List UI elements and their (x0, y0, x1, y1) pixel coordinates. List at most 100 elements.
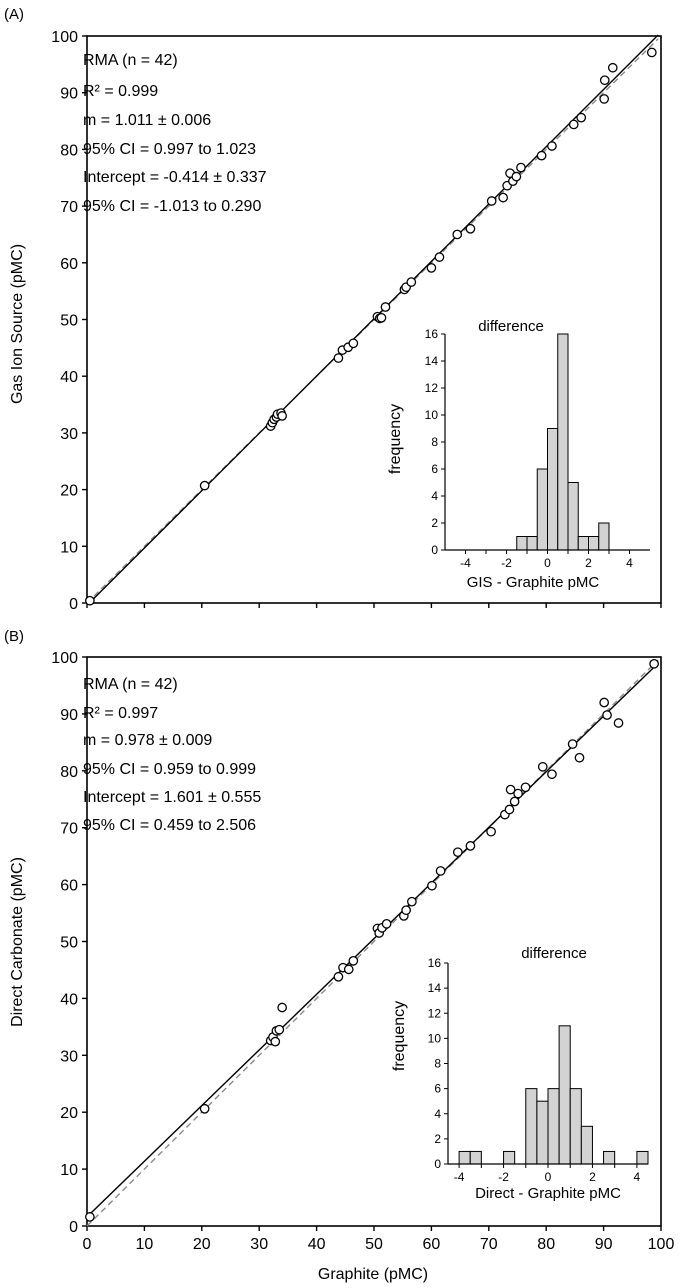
y-tick-label: 70 (60, 821, 78, 838)
panel-b-inset-histogram: difference frequency Direct - Graphite p… (391, 945, 649, 1202)
data-point (452, 229, 463, 240)
data-point (85, 1212, 95, 1222)
x-tick-label: 50 (365, 1236, 383, 1253)
inset-x-tick-label: 0 (544, 556, 551, 570)
data-point (486, 826, 496, 837)
data-point (333, 971, 344, 982)
y-tick-label: 50 (60, 313, 78, 330)
data-point (646, 47, 657, 58)
inset-y-tick-label: 12 (428, 1006, 442, 1020)
data-point (607, 62, 618, 73)
y-tick-label: 80 (60, 764, 78, 781)
inset-x-tick-label: -2 (501, 556, 512, 570)
data-point (505, 784, 516, 795)
panel-b: (B) Direct Carbonate (pMC) Graphite (pMC… (4, 628, 674, 1283)
fit-line (86, 662, 659, 1218)
panel-b-inset-y-label: frequency (391, 1001, 408, 1071)
data-point (435, 866, 446, 876)
histogram-bar (516, 536, 528, 551)
panel-a-inset-title: difference (478, 318, 544, 335)
inset-y-tick-label: 16 (425, 327, 439, 341)
data-point (270, 1036, 281, 1047)
inset-x-tick-label: 2 (589, 1170, 596, 1184)
y-tick-label: 0 (69, 1219, 78, 1236)
histogram-bar (503, 1150, 516, 1165)
panel-a-stat-line: 95% CI = -1.013 to 0.290 (83, 198, 261, 215)
data-point (486, 196, 497, 206)
data-point (85, 595, 95, 606)
histogram-bar (536, 468, 548, 551)
histogram-bar (558, 1025, 571, 1165)
inset-x-tick-label: 0 (545, 1170, 552, 1184)
histogram-bar (577, 536, 589, 551)
panel-a-stat-line: RMA (n = 42) (83, 52, 178, 69)
histogram-bar (458, 1150, 471, 1165)
panel-a-y-axis-label: Gas Ion Source (pMC) (9, 244, 26, 404)
panel-b-stat-line: 95% CI = 0.959 to 0.999 (83, 761, 256, 778)
y-tick-label: 60 (60, 878, 78, 895)
histogram-bar (636, 1150, 649, 1165)
histogram-bar (580, 1125, 593, 1165)
x-tick-label: 10 (136, 1236, 154, 1253)
inset-y-tick-label: 4 (434, 1107, 441, 1121)
data-point (537, 761, 548, 772)
data-point (536, 150, 547, 161)
data-point (602, 710, 612, 720)
histogram-bar (469, 1150, 482, 1165)
data-point (509, 796, 520, 807)
histogram-bar (536, 1100, 549, 1165)
data-point (277, 1002, 288, 1013)
panel-a-stat-line: R² = 0.999 (83, 83, 158, 100)
panel-b-inset-x-label: Direct - Graphite pMC (475, 1185, 621, 1202)
x-tick-label: 60 (423, 1236, 441, 1253)
histogram-bar (547, 1088, 560, 1165)
panel-a-inset-histogram: difference frequency GIS - Graphite pMC … (387, 318, 650, 591)
y-tick-label: 40 (60, 369, 78, 386)
histogram-bar (567, 482, 579, 551)
data-point (401, 905, 411, 916)
inset-y-tick-label: 2 (434, 1132, 441, 1146)
data-point (613, 718, 624, 728)
panel-a: (A) Gas Ion Source (pMC) 010203040506070… (4, 6, 662, 613)
inset-y-tick-label: 12 (425, 381, 439, 395)
panel-a-stat-line: m = 1.011 ± 0.006 (83, 112, 211, 129)
inset-x-tick-label: 2 (585, 556, 592, 570)
inset-y-tick-label: 8 (434, 1057, 441, 1071)
data-point (599, 75, 610, 86)
data-point (520, 782, 531, 793)
inset-y-tick-label: 4 (431, 489, 438, 503)
data-point (427, 880, 437, 891)
data-point (465, 841, 476, 851)
x-tick-label: 40 (308, 1236, 326, 1253)
histogram-bar (525, 1088, 538, 1165)
inset-y-tick-label: 2 (431, 516, 438, 530)
panel-a-inset-y-label: frequency (387, 404, 404, 474)
panel-b-stat-line: 95% CI = 0.459 to 2.506 (83, 817, 256, 834)
data-point (568, 119, 579, 130)
data-point (498, 192, 508, 203)
data-point (567, 739, 578, 749)
histogram-bar (598, 522, 610, 551)
x-tick-label: 100 (648, 1236, 675, 1253)
data-point (547, 769, 557, 780)
inset-x-tick-label: -4 (460, 556, 471, 570)
y-tick-label: 40 (60, 991, 78, 1008)
panel-b-stat-line: m = 0.978 ± 0.009 (83, 732, 212, 749)
inset-y-tick-label: 14 (428, 981, 442, 995)
panel-b-points (85, 658, 659, 1222)
data-point (333, 353, 344, 363)
data-point (649, 658, 659, 669)
data-point (599, 697, 610, 708)
inset-y-tick-label: 0 (434, 1157, 441, 1171)
data-point (513, 788, 523, 799)
histogram-bar (547, 428, 559, 551)
panel-a-points (85, 47, 657, 606)
y-tick-label: 20 (60, 1105, 78, 1122)
y-tick-label: 80 (60, 142, 78, 159)
panel-a-label: (A) (4, 6, 24, 23)
x-axis-label: Graphite (pMC) (318, 1266, 428, 1283)
inset-y-tick-label: 6 (434, 1082, 441, 1096)
